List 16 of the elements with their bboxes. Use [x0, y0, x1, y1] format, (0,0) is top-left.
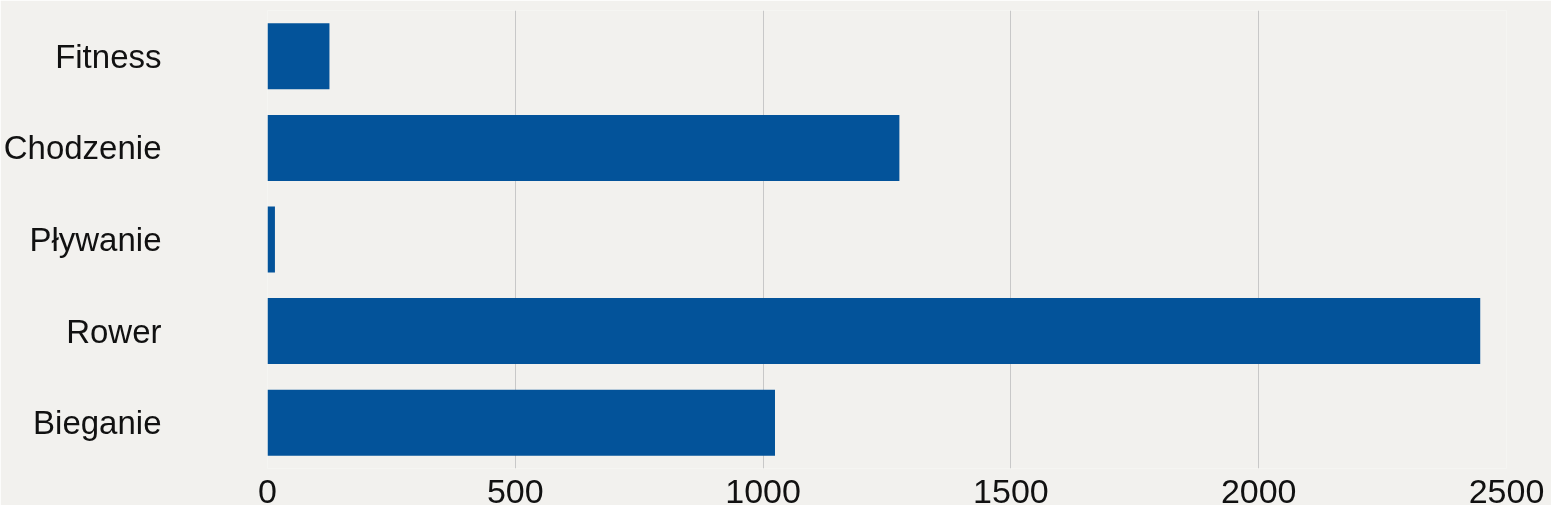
y-tick-label: Chodzenie: [3, 129, 162, 167]
y-tick-label: Pływanie: [29, 221, 162, 258]
bar: [267, 23, 330, 90]
x-tick-label: 1000: [725, 471, 801, 505]
bar: [267, 206, 275, 273]
bar: [267, 389, 775, 456]
x-tick-label: 1500: [973, 471, 1049, 505]
y-tick-label: Fitness: [55, 37, 162, 75]
x-tick-label: 500: [486, 471, 544, 505]
x-tick-label: 0: [258, 471, 277, 505]
x-tick-label: 2000: [1220, 471, 1297, 505]
bar: [267, 298, 1481, 365]
bar: [267, 114, 900, 181]
x-tick-label: 2500: [1468, 471, 1545, 505]
y-tick-label: Bieganie: [33, 404, 162, 442]
y-tick-label: Rower: [66, 312, 162, 350]
